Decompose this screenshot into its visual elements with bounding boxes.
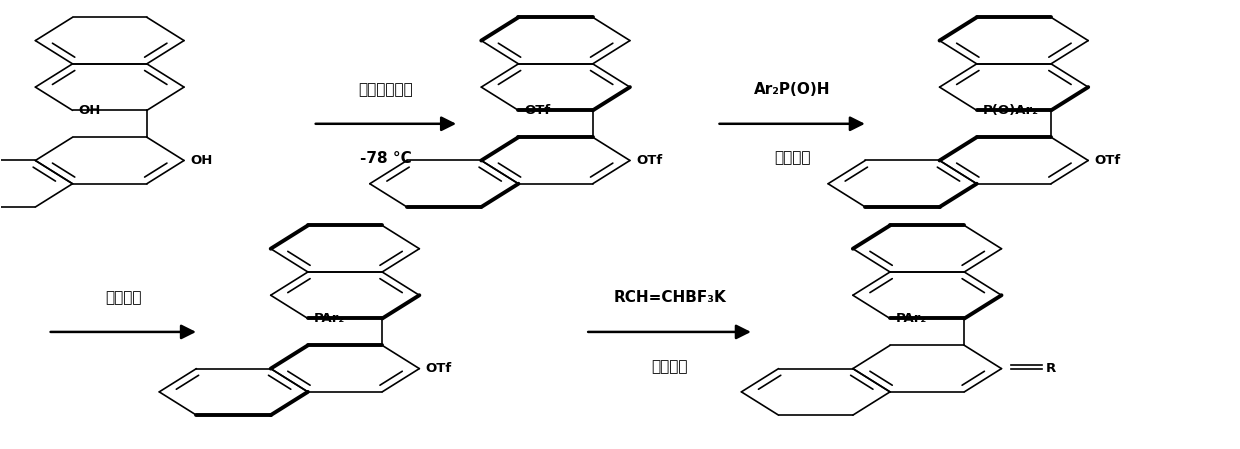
Text: OTf: OTf — [1095, 154, 1121, 167]
Text: 钒催化剂: 钒催化剂 — [774, 151, 811, 166]
Text: PAr₂: PAr₂ — [314, 312, 345, 325]
Text: 钒催化剂: 钒催化剂 — [651, 359, 688, 374]
Text: Ar₂P(O)H: Ar₂P(O)H — [754, 82, 831, 97]
Text: OH: OH — [78, 104, 102, 117]
Text: OTf: OTf — [425, 362, 451, 375]
Text: 三氯硅烷: 三氯硅烷 — [105, 290, 141, 305]
Text: 三氟甲磺酸酯: 三氟甲磺酸酯 — [358, 82, 413, 97]
Text: OH: OH — [190, 154, 212, 167]
Text: OTf: OTf — [636, 154, 662, 167]
Text: R: R — [1047, 362, 1056, 375]
Text: -78 °C: -78 °C — [360, 151, 412, 166]
Text: RCH=CHBF₃K: RCH=CHBF₃K — [613, 290, 725, 305]
Text: PAr₂: PAr₂ — [897, 312, 928, 325]
Text: OTf: OTf — [525, 104, 551, 117]
Text: P(O)Ar₂: P(O)Ar₂ — [983, 104, 1039, 117]
